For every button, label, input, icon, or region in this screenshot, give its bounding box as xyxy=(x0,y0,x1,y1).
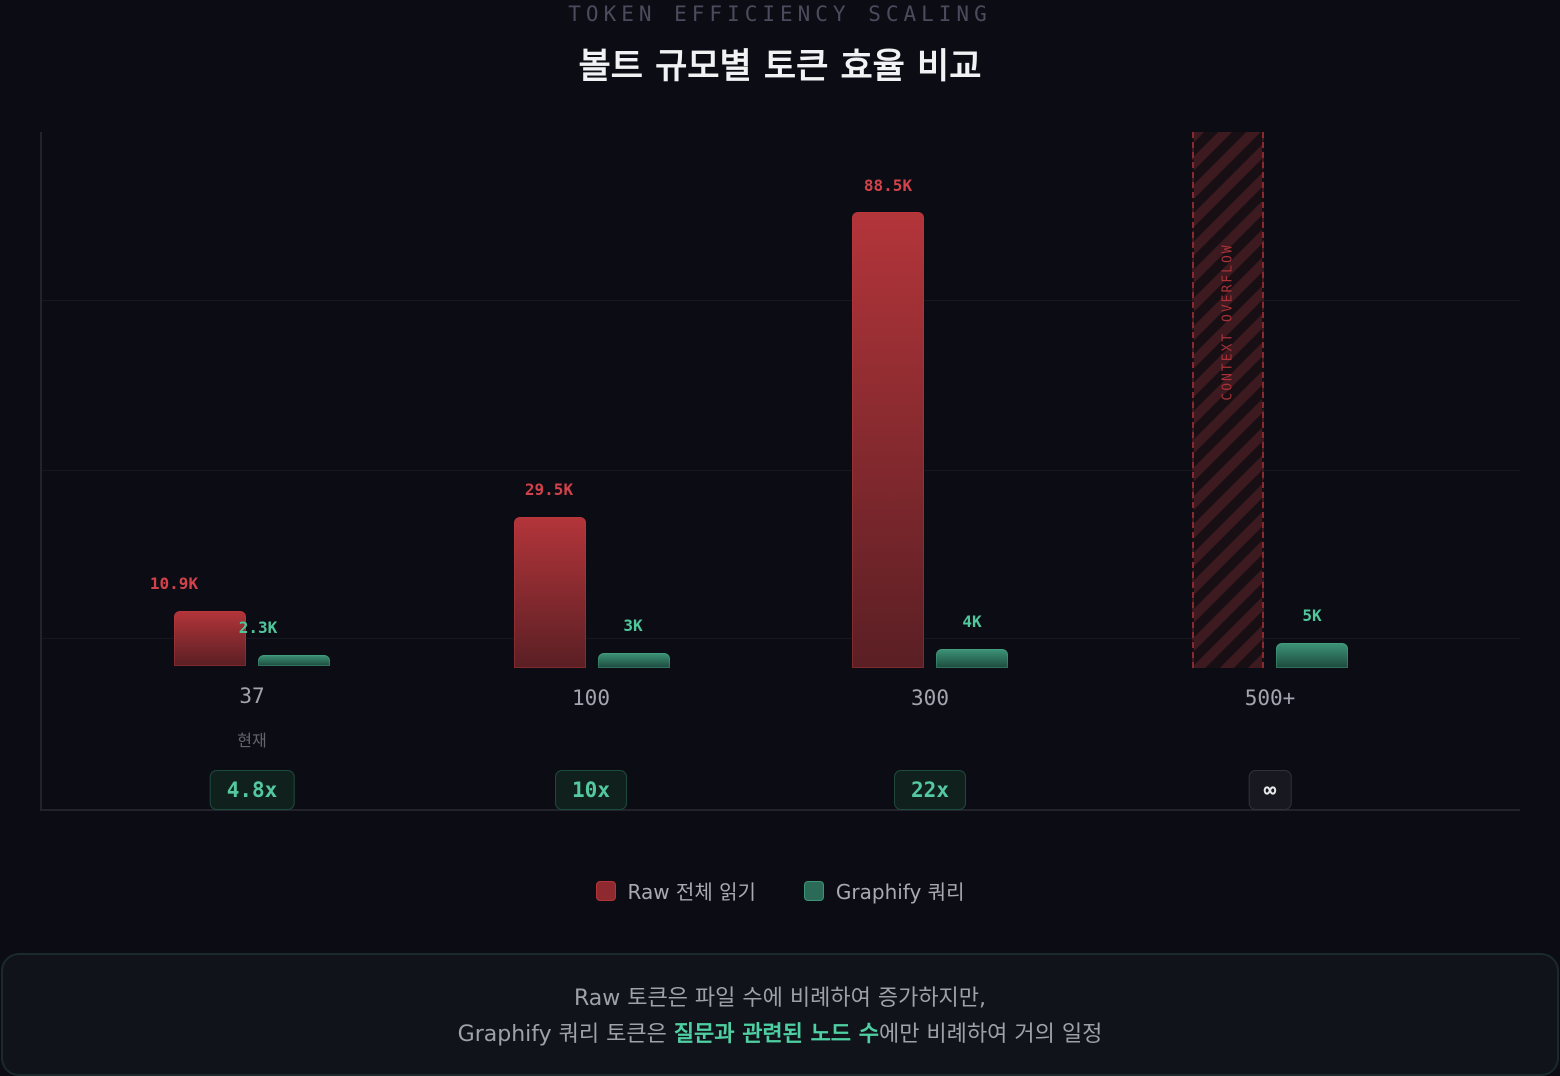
note-prefix: Graphify 쿼리 토큰은 xyxy=(457,1022,674,1047)
chart-kicker: TOKEN EFFICIENCY SCALING xyxy=(568,2,992,26)
raw-bar[interactable] xyxy=(514,517,586,668)
y-axis-line xyxy=(40,132,42,811)
infinity-badge: ∞ xyxy=(1248,770,1292,810)
plot-area: 10.9K 2.3K 37 현재 4.8x 29.5K 3K 100 10x 8… xyxy=(40,132,1520,811)
graphify-bar[interactable] xyxy=(936,649,1008,668)
raw-value-label: 88.5K xyxy=(863,176,913,195)
raw-value-label: 29.5K xyxy=(524,480,574,499)
bar-group-100: 29.5K 3K 100 10x xyxy=(421,132,761,811)
graphify-value-label: 5K xyxy=(1302,606,1322,625)
raw-bar[interactable] xyxy=(174,611,246,666)
bar-group-300: 88.5K 4K 300 22x xyxy=(760,132,1100,811)
raw-swatch-icon xyxy=(595,880,616,901)
chart-title: 볼트 규모별 토큰 효율 비교 xyxy=(578,47,982,87)
chart-legend: Raw 전체 읽기 Graphify 쿼리 xyxy=(0,876,1560,905)
category-sublabel: 현재 xyxy=(237,731,267,750)
ratio-badge: 4.8x xyxy=(209,770,295,810)
note-suffix: 에만 비례하여 거의 일정 xyxy=(878,1022,1103,1047)
graphify-bar[interactable] xyxy=(1276,643,1348,668)
category-label: 500+ xyxy=(1244,686,1296,710)
category-label: 300 xyxy=(911,686,949,710)
category-label: 100 xyxy=(572,686,610,710)
graphify-value-label: 4K xyxy=(962,612,982,631)
raw-value-label: 10.9K xyxy=(149,574,199,593)
graphify-bar[interactable] xyxy=(258,655,330,666)
gridline xyxy=(42,300,1520,301)
bar-group-37: 10.9K 2.3K 37 현재 4.8x xyxy=(82,132,422,811)
legend-item-graphify[interactable]: Graphify 쿼리 xyxy=(803,876,965,905)
note-line-1: Raw 토큰은 파일 수에 비례하여 증가하지만, xyxy=(573,986,987,1011)
gridline xyxy=(42,638,1520,639)
bar-group-500plus: CONTEXT OVERFLOW 5K 500+ ∞ xyxy=(1100,132,1440,811)
graphify-value-label: 3K xyxy=(623,616,643,635)
context-overflow-label: CONTEXT OVERFLOW xyxy=(1220,243,1236,401)
graphify-bar[interactable] xyxy=(598,653,670,668)
gridline xyxy=(42,470,1520,471)
graphify-swatch-icon xyxy=(803,880,824,901)
note-highlight: 질문과 관련된 노드 수 xyxy=(673,1022,879,1047)
overflow-bar[interactable]: CONTEXT OVERFLOW xyxy=(1192,132,1264,668)
ratio-badge: 10x xyxy=(555,770,627,810)
category-label: 37 xyxy=(239,684,265,708)
legend-label: Graphify 쿼리 xyxy=(835,880,965,904)
legend-label: Raw 전체 읽기 xyxy=(627,880,756,904)
graphify-value-label: 2.3K xyxy=(238,618,278,637)
x-axis-line xyxy=(40,809,1520,811)
raw-bar[interactable] xyxy=(852,212,924,668)
legend-item-raw[interactable]: Raw 전체 읽기 xyxy=(595,876,756,905)
insight-note: Raw 토큰은 파일 수에 비례하여 증가하지만, Graphify 쿼리 토큰… xyxy=(1,953,1559,1076)
note-line-2: Graphify 쿼리 토큰은 질문과 관련된 노드 수에만 비례하여 거의 일… xyxy=(3,1017,1557,1053)
ratio-badge: 22x xyxy=(894,770,966,810)
